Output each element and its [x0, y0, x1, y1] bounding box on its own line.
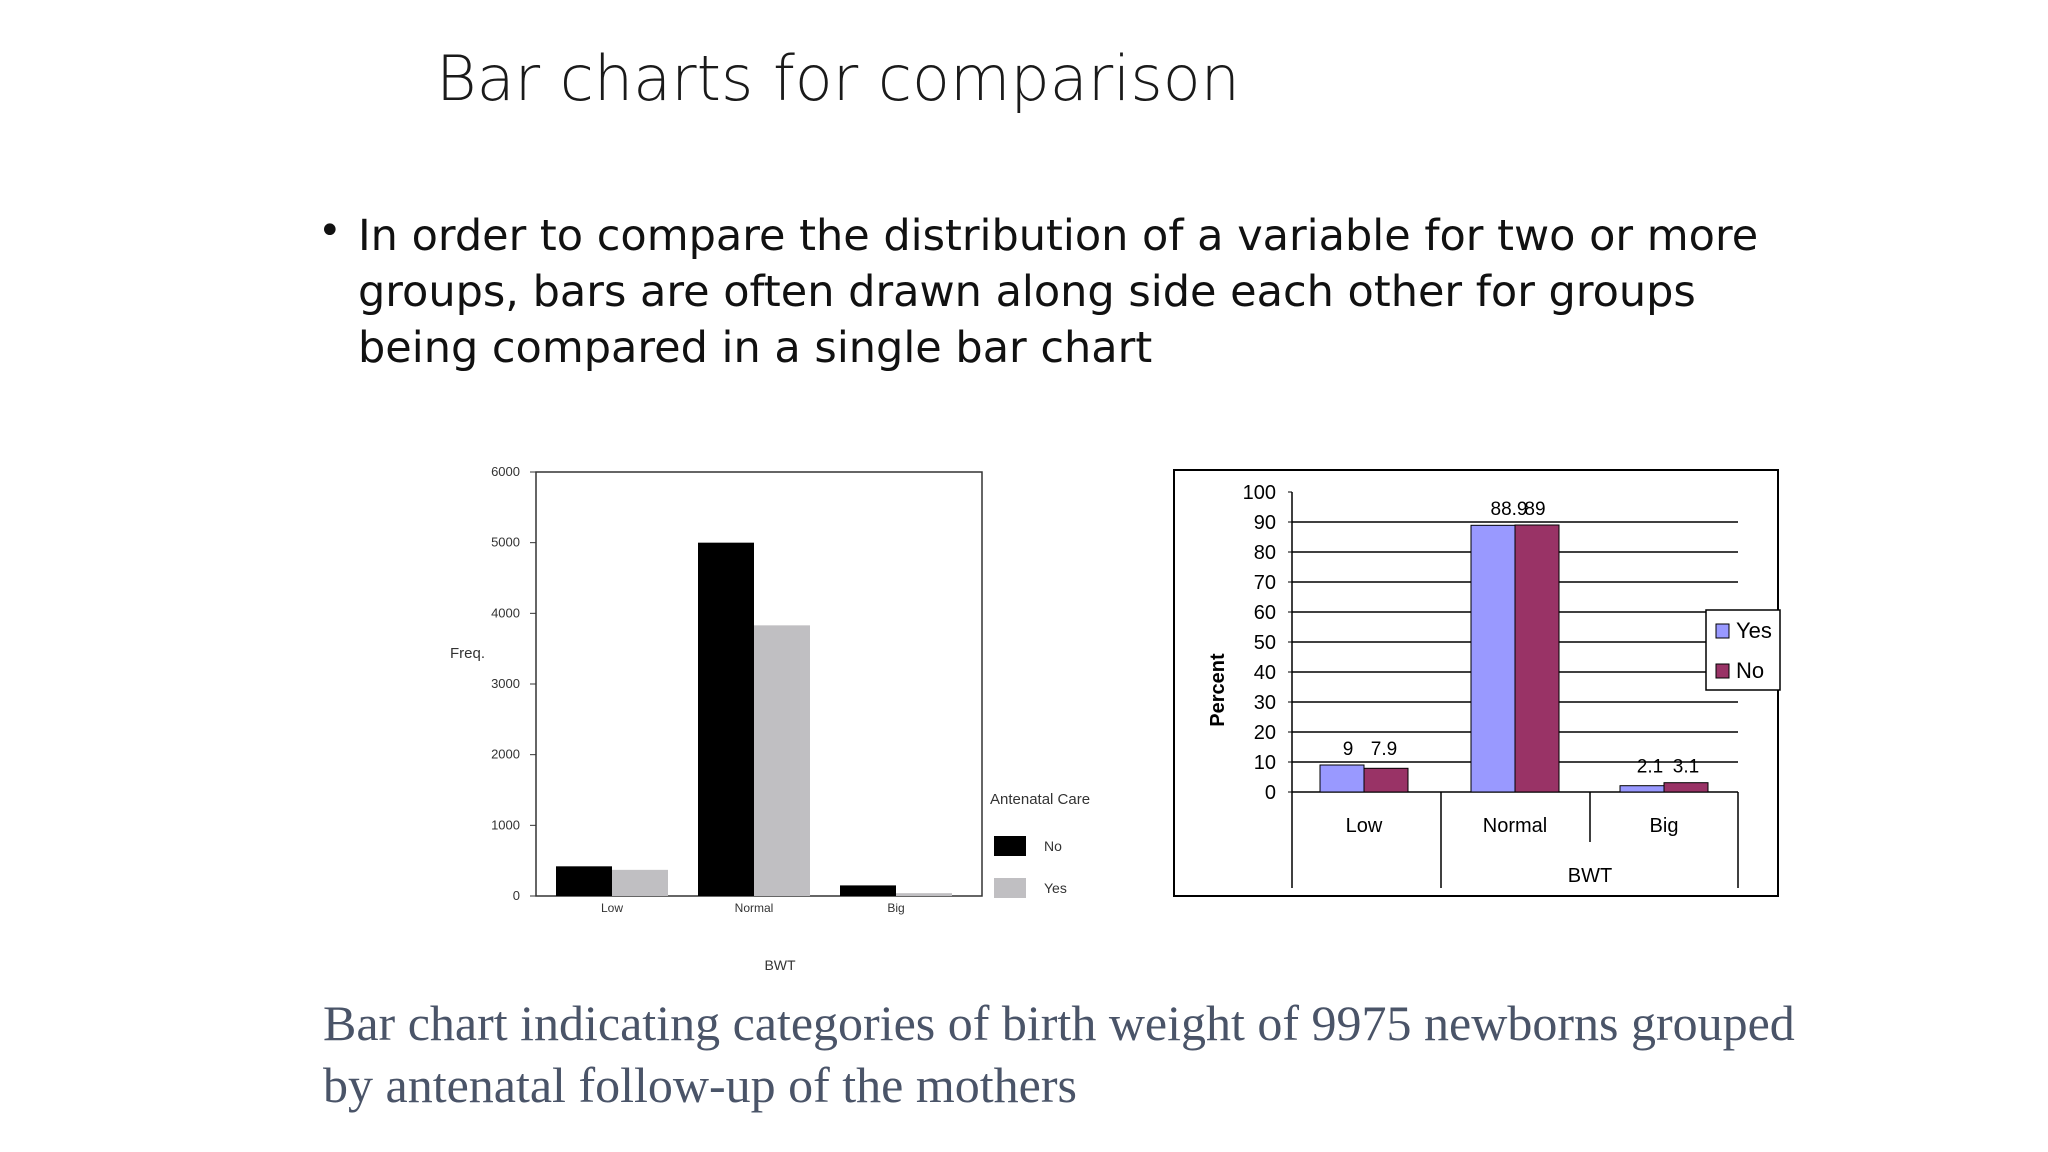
x-axis-label: BWT — [764, 957, 796, 973]
y-tick-label: 40 — [1254, 662, 1276, 684]
data-label: 88.9 — [1491, 499, 1528, 520]
bullet-text: In order to compare the distribution of … — [358, 211, 1759, 373]
legend-swatch-no — [1715, 663, 1730, 679]
data-label: 9 — [1343, 739, 1354, 760]
bar-no-normal — [698, 542, 754, 896]
bar-yes-big — [1619, 785, 1665, 793]
y-tick-label: 30 — [1254, 692, 1276, 714]
bar-yes-normal — [1470, 524, 1516, 793]
legend-label: Yes — [1736, 618, 1772, 643]
y-tick-label: 1000 — [491, 817, 520, 832]
y-tick-label: 60 — [1254, 602, 1276, 624]
y-tick-label: 2000 — [491, 747, 520, 762]
x-tick-label: Big — [887, 901, 904, 915]
y-axis-label: Percent — [1207, 653, 1229, 727]
legend-swatch-yes — [1715, 623, 1730, 639]
x-tick-label: Big — [1650, 815, 1679, 837]
y-tick-label: 80 — [1254, 542, 1276, 564]
y-tick-label: 3000 — [491, 676, 520, 691]
y-tick-label: 4000 — [491, 605, 520, 620]
data-label: 3.1 — [1673, 757, 1699, 778]
bar-no-normal — [1514, 524, 1560, 793]
y-tick-label: 0 — [513, 888, 520, 903]
legend-label: No — [1044, 838, 1062, 854]
y-tick-label: 70 — [1254, 572, 1276, 594]
y-tick-label: 0 — [1265, 782, 1276, 804]
y-tick-label: 6000 — [491, 464, 520, 479]
bar-no-low — [1363, 767, 1409, 793]
bar-yes-low — [612, 869, 668, 896]
legend-swatch-no — [994, 836, 1026, 856]
x-tick-label: Normal — [735, 901, 774, 915]
x-axis-label: BWT — [1568, 865, 1612, 887]
data-label: 89 — [1524, 499, 1545, 520]
bar-no-low — [556, 866, 612, 896]
y-tick-label: 20 — [1254, 722, 1276, 744]
data-label: 2.1 — [1637, 757, 1663, 778]
y-tick-label: 10 — [1254, 752, 1276, 774]
legend-swatch-yes — [994, 878, 1026, 898]
slide-title: Bar charts for comparison — [436, 42, 1240, 115]
legend-title: Antenatal Care — [990, 791, 1090, 808]
bar-chart-frequency: 0 1000 2000 3000 4000 5000 6000 Freq. Low Normal B… — [450, 464, 1090, 973]
bar-yes-normal — [754, 625, 810, 896]
x-tick-label: Normal — [1483, 815, 1547, 837]
bar-no-big — [1663, 782, 1709, 793]
bar-yes-low — [1319, 764, 1365, 793]
bar-chart-percent: 0 10 20 30 40 50 60 70 80 90 100 Percent 9 7.9 Low 88.9… — [1173, 469, 1781, 897]
y-tick-label: 90 — [1254, 512, 1276, 534]
y-tick-label: 100 — [1243, 482, 1276, 504]
y-tick-label: 50 — [1254, 632, 1276, 654]
x-tick-label: Low — [1346, 815, 1383, 837]
y-tick-label: 5000 — [491, 535, 520, 550]
x-tick-label: Low — [601, 901, 623, 915]
bar-no-big — [840, 885, 896, 896]
bullet-marker: • — [318, 208, 342, 254]
bar-yes-big — [896, 893, 952, 896]
data-label: 7.9 — [1371, 739, 1397, 760]
legend-label: No — [1736, 658, 1764, 683]
y-axis-label: Freq. — [450, 645, 485, 662]
legend-label: Yes — [1044, 880, 1067, 896]
figure-caption: Bar chart indicating categories of birth… — [323, 995, 1795, 1113]
